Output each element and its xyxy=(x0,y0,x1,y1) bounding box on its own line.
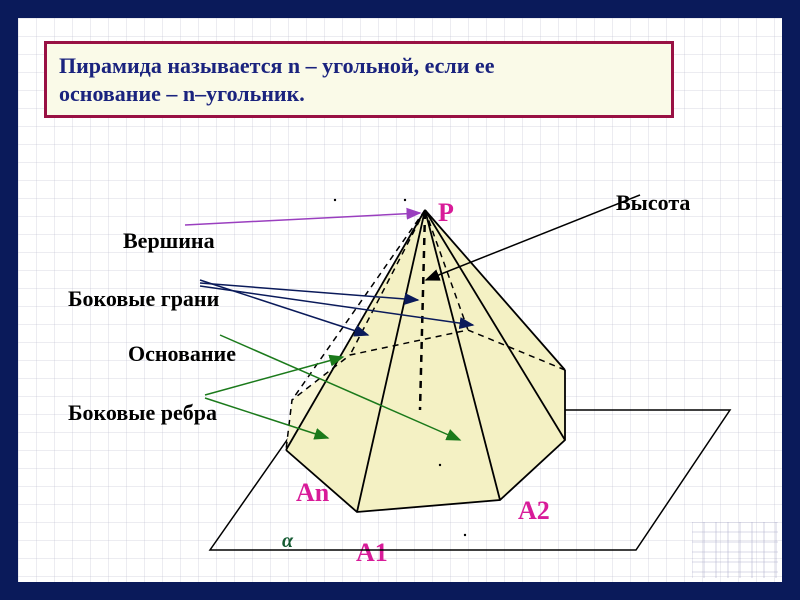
dot xyxy=(404,199,406,201)
arrow-vertex xyxy=(185,213,420,225)
dot xyxy=(464,534,466,536)
dot xyxy=(334,199,336,201)
corner-decoration xyxy=(692,522,778,578)
arrow-height xyxy=(426,195,640,280)
slide: Пирамида называется n – угольной, если е… xyxy=(0,0,800,600)
dot xyxy=(439,464,441,466)
pyramid-diagram xyxy=(0,0,800,600)
arrow-face-1 xyxy=(200,280,368,335)
